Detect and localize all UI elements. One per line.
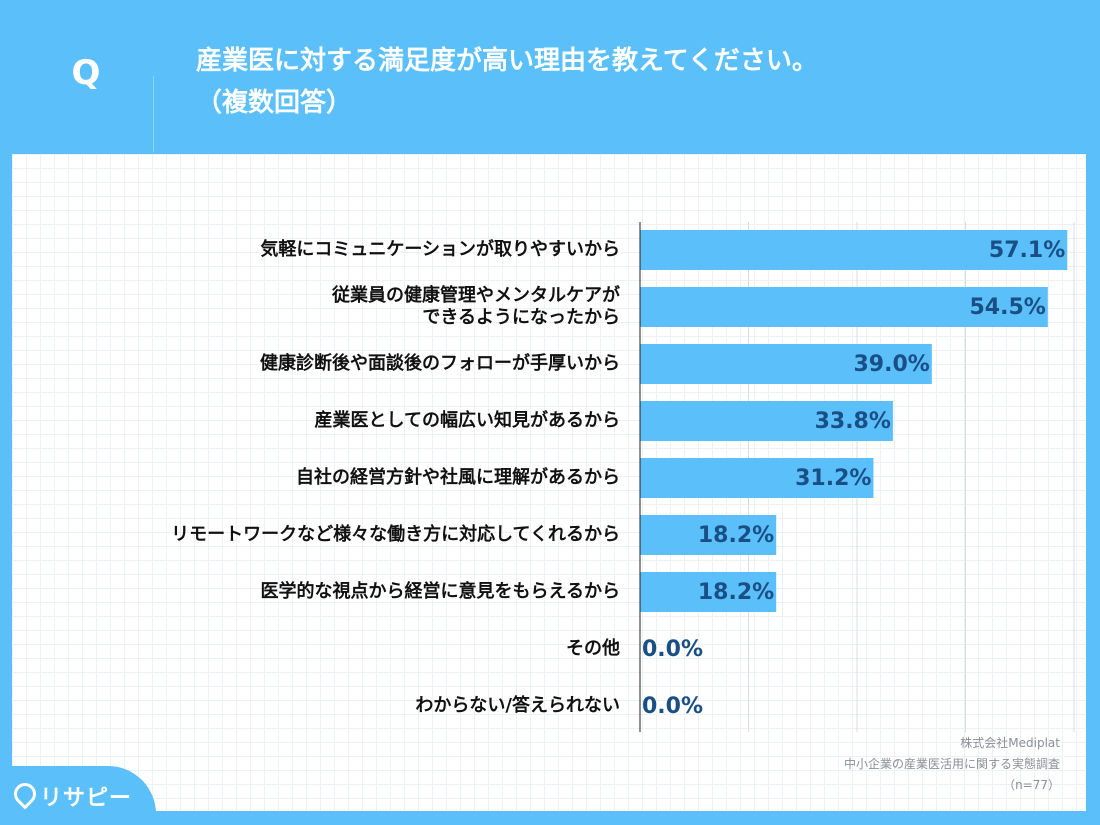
value-label-3: 33.8% — [815, 409, 891, 434]
location-pin-icon — [9, 778, 41, 810]
source-note: 株式会社Mediplat 中小企業の産業医活用に関する実態調査 （n=77） — [700, 733, 1060, 796]
value-label-8: 0.0% — [642, 694, 703, 719]
category-label-8: わからない/答えられない — [415, 694, 620, 716]
category-label-6: 医学的な視点から経営に意見をもらえるから — [261, 580, 620, 602]
question-title-line1: 産業医に対する満足度が高い理由を教えてください。 — [196, 46, 818, 76]
value-label-1: 54.5% — [969, 295, 1045, 320]
value-label-2: 39.0% — [853, 352, 929, 377]
bar-0 — [640, 230, 1068, 270]
bar-6 — [640, 572, 777, 612]
chart-panel — [12, 154, 1086, 811]
category-label-5: リモートワークなど様々な働き方に対応してくれるから — [171, 523, 620, 545]
category-label-1-line1: できるようになったから — [422, 307, 620, 328]
category-label-4: 自社の経営方針や社風に理解があるから — [296, 466, 620, 488]
bar-3 — [640, 401, 893, 441]
value-label-6: 18.2% — [698, 580, 774, 605]
question-header: Q 産業医に対する満足度が高い理由を教えてください。 （複数回答） — [0, 0, 1100, 152]
value-label-7: 0.0% — [642, 637, 703, 662]
question-title: 産業医に対する満足度が高い理由を教えてください。 （複数回答） — [196, 40, 1056, 124]
bar-2 — [640, 344, 932, 384]
source-company: 株式会社Mediplat — [960, 736, 1060, 750]
category-label-0: 気軽にコミュニケーションが取りやすいから — [260, 238, 620, 260]
brand-logo-text: リサピー — [40, 786, 133, 811]
bar-1 — [640, 287, 1048, 327]
category-label-2: 健康診断後や面談後のフォローが手厚いから — [260, 352, 620, 374]
bar-4 — [640, 458, 874, 498]
category-label-3: 産業医としての幅広い知見があるから — [315, 409, 620, 431]
value-label-4: 31.2% — [795, 466, 871, 491]
category-label-7: その他 — [566, 637, 620, 659]
header-divider — [153, 76, 154, 152]
brand-logo: リサピー — [0, 766, 156, 825]
category-label-1-line0: 従業員の健康管理やメンタルケアが — [331, 284, 620, 306]
question-title-line2: （複数回答） — [196, 88, 353, 118]
value-label-5: 18.2% — [698, 523, 774, 548]
value-label-0: 57.1% — [989, 238, 1065, 263]
bar-5 — [640, 515, 777, 555]
question-mark: Q — [71, 53, 101, 93]
source-survey: 中小企業の産業医活用に関する実態調査 — [843, 757, 1060, 771]
source-sample-size: （n=77） — [1003, 778, 1060, 792]
